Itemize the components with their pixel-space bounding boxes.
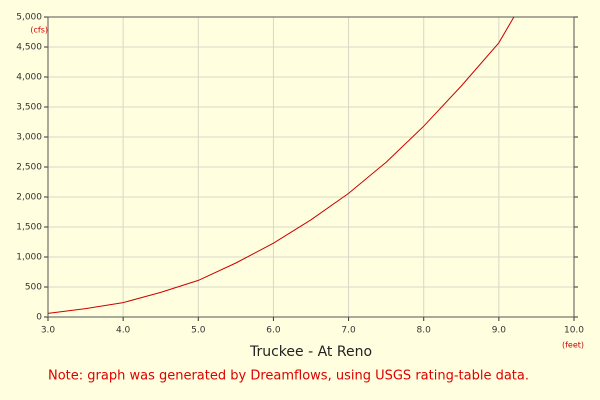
y-tick-label: 2,500 <box>16 163 42 173</box>
y-tick-label: 0 <box>36 313 42 323</box>
y-tick-label: 3,500 <box>16 103 42 113</box>
y-tick-label: 2,000 <box>16 193 42 203</box>
y-tick-label: 4,000 <box>16 73 42 83</box>
y-tick-label: 5,000 <box>16 13 42 23</box>
plot-frame <box>47 16 575 318</box>
y-unit: (cfs) <box>30 26 48 35</box>
chart-title: Truckee - At Reno <box>249 344 372 360</box>
x-tick-label: 3.0 <box>41 326 56 336</box>
y-tick-label: 1,000 <box>16 253 42 263</box>
x-tick-label: 8.0 <box>417 326 432 336</box>
note: Note: graph was generated by Dreamflows,… <box>48 369 529 384</box>
y-tick-label: 500 <box>25 283 42 293</box>
x-tick-label: 9.0 <box>492 326 507 336</box>
y-tick-label: 3,000 <box>16 133 42 143</box>
y-tick-label: 1,500 <box>16 223 42 233</box>
x-unit: (feet) <box>562 341 584 350</box>
x-tick-label: 7.0 <box>341 326 356 336</box>
y-tick-label: 4,500 <box>16 43 42 53</box>
x-tick-label: 10.0 <box>564 326 584 336</box>
series-line <box>47 16 515 314</box>
x-tick-label: 6.0 <box>266 326 281 336</box>
x-tick-label: 4.0 <box>116 326 131 336</box>
x-tick-label: 5.0 <box>191 326 206 336</box>
